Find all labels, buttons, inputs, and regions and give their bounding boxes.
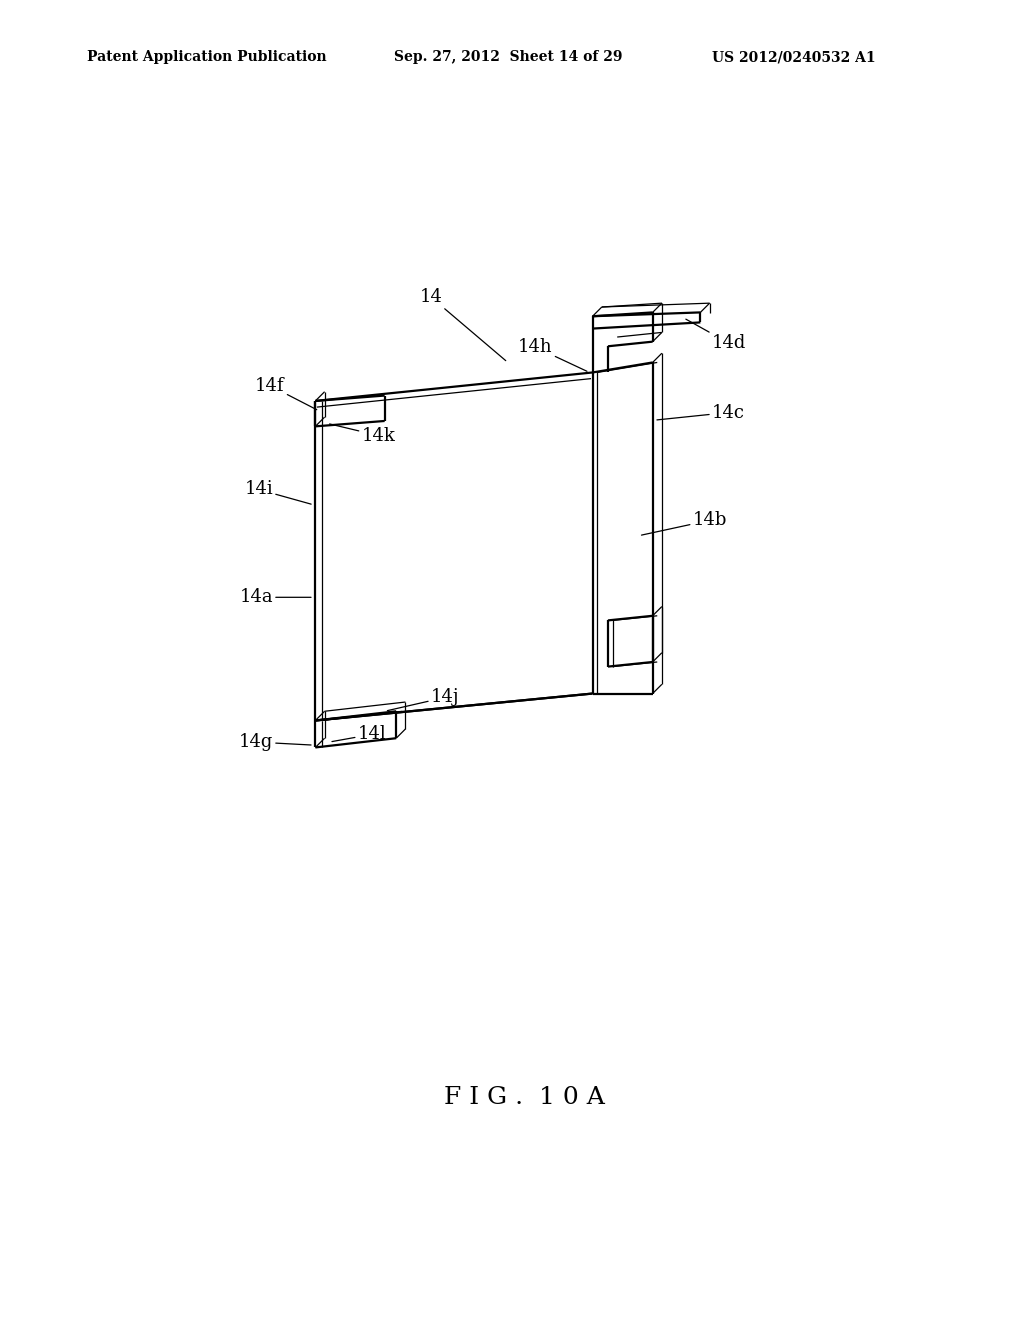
Text: US 2012/0240532 A1: US 2012/0240532 A1 xyxy=(712,50,876,65)
Text: 14c: 14c xyxy=(657,404,744,421)
Text: 14k: 14k xyxy=(330,424,395,445)
Text: 14b: 14b xyxy=(641,511,727,535)
Text: 14a: 14a xyxy=(240,589,311,606)
Text: 14g: 14g xyxy=(239,733,311,751)
Text: 14l: 14l xyxy=(332,726,386,743)
Text: Patent Application Publication: Patent Application Publication xyxy=(87,50,327,65)
Text: F I G .  1 0 A: F I G . 1 0 A xyxy=(444,1086,605,1109)
Text: 14f: 14f xyxy=(255,376,316,409)
Text: 14: 14 xyxy=(420,288,506,360)
Text: Sep. 27, 2012  Sheet 14 of 29: Sep. 27, 2012 Sheet 14 of 29 xyxy=(394,50,623,65)
Text: 14d: 14d xyxy=(686,319,746,352)
Text: 14i: 14i xyxy=(245,480,311,504)
Text: 14j: 14j xyxy=(387,689,460,710)
Text: 14h: 14h xyxy=(518,338,587,371)
